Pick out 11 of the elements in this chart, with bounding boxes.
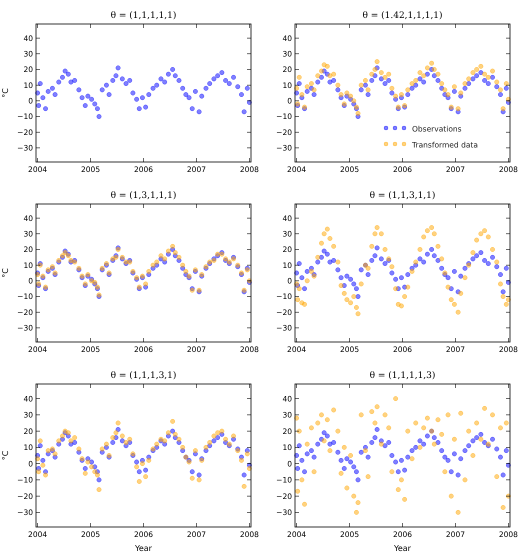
x-axis-title: Year: [134, 544, 153, 553]
y-axis-title: °C: [1, 450, 10, 460]
chart-title: θ = (1.42,1,1,1,1): [362, 11, 443, 21]
chart-title: θ = (1,3,1,1,1): [110, 191, 176, 201]
chart-title: θ = (1,1,3,1,1): [370, 191, 436, 201]
x-axis-title: Year: [393, 544, 412, 553]
chart-title: θ = (1,1,1,1,1): [110, 11, 176, 21]
chart-title: θ = (1,1,1,3,1): [110, 371, 176, 381]
y-axis-title: °C: [1, 88, 10, 98]
chart-title: θ = (1,1,1,1,3): [370, 371, 436, 381]
y-axis-title: °C: [1, 268, 10, 278]
